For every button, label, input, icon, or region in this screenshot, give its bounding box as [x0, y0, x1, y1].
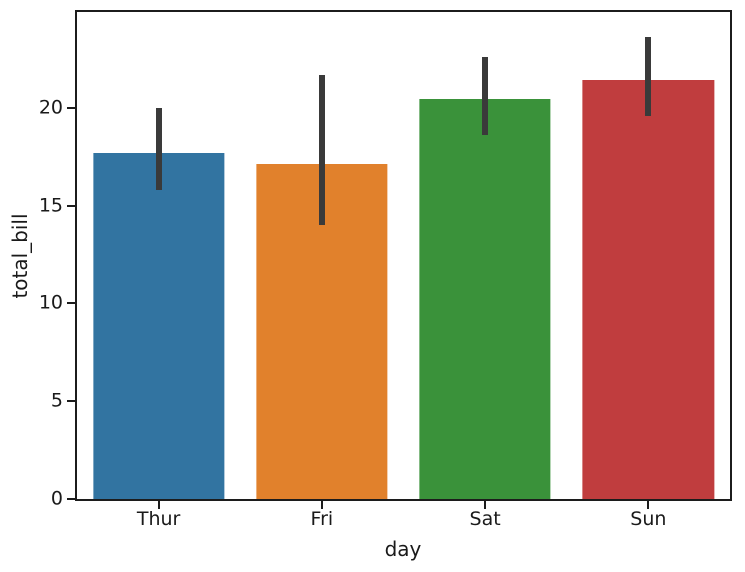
y-tick-mark-0 [67, 498, 75, 500]
x-axis-label: day [384, 537, 422, 561]
x-tick-label-fri: Fri [310, 508, 334, 530]
x-tick-mark-sat [484, 501, 487, 509]
error-bar-thur [155, 107, 162, 190]
y-tick-mark-10 [67, 302, 75, 305]
y-tick-label-0: 0 [50, 487, 63, 510]
bar-sun [582, 80, 714, 499]
x-tick-label-sun: Sun [630, 508, 667, 530]
x-tick-label-sat: Sat [469, 508, 501, 530]
y-tick-mark-20 [67, 106, 75, 109]
error-bar-fri [318, 74, 325, 226]
x-tick-mark-sun [647, 501, 650, 509]
bar-sat [419, 99, 551, 499]
x-tick-mark-fri [320, 501, 323, 509]
plot-area: Thur Fri Sat Sun 0 5 10 15 20 [39, 10, 732, 529]
y-tick-label-5: 5 [50, 389, 63, 412]
bar-thur [93, 153, 225, 499]
y-tick-label-15: 15 [38, 194, 63, 217]
error-bar-sat [482, 57, 489, 136]
y-tick-label-10: 10 [38, 291, 63, 314]
y-axis-label: total_bill [8, 213, 32, 299]
y-tick-mark-5 [67, 400, 75, 403]
x-tick-label-thur: Thur [136, 508, 181, 530]
error-bar-sun [645, 37, 652, 116]
y-tick-mark-15 [67, 204, 75, 207]
y-tick-label-20: 20 [38, 96, 63, 119]
x-tick-mark-thur [157, 501, 160, 509]
